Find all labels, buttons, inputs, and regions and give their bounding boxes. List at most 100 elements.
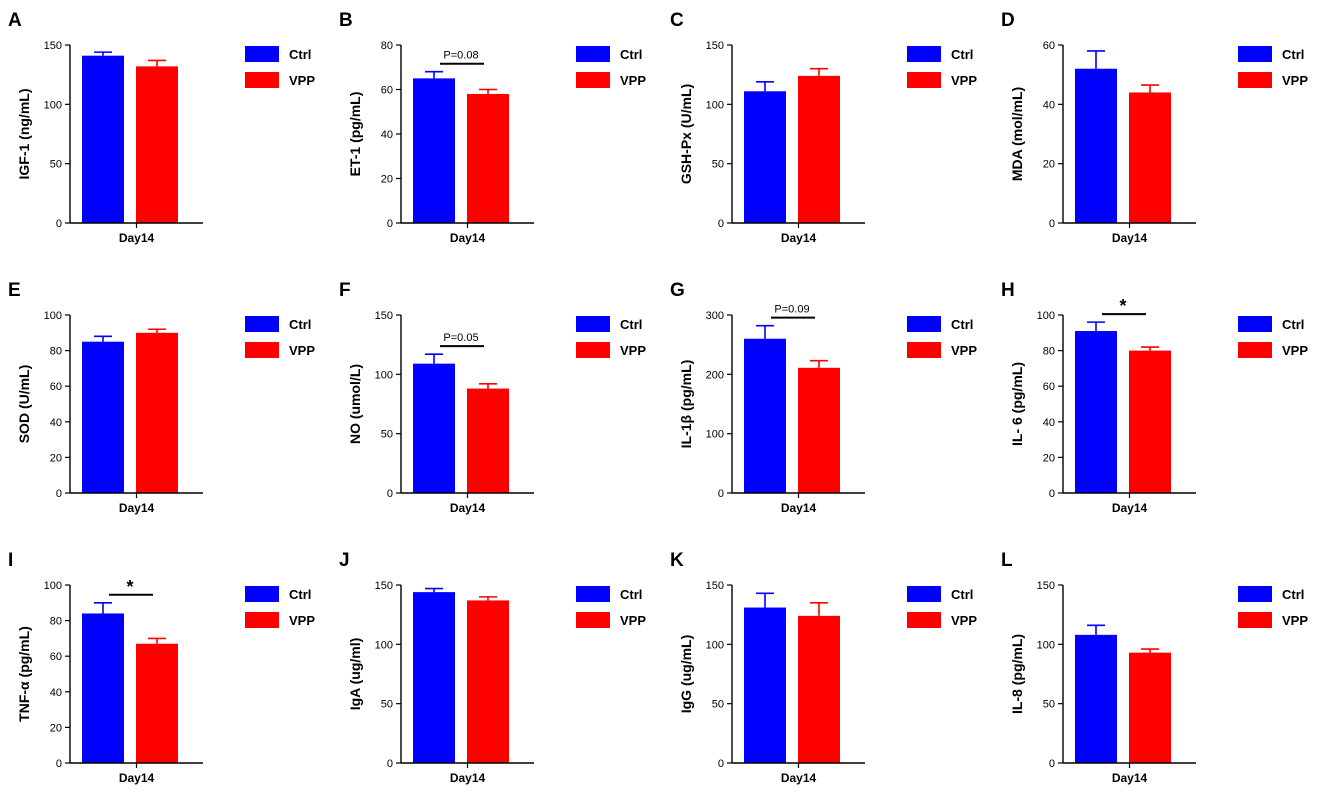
chart-panel-l: L IL-8 (pg/mL) 0 50 100 150 Day14 Ctrl VPP [1001, 550, 1308, 785]
y-axis-title: IgA (ug/ml) [347, 638, 363, 711]
legend-label-vpp: VPP [289, 343, 315, 358]
chart-panel-f: F NO (umol/L) 0 50 100 150 Day14 P=0.05 Ctrl VPP [339, 280, 646, 515]
x-tick-label: Day14 [1112, 771, 1148, 785]
y-tick-label: 0 [1049, 218, 1055, 230]
bar-ctrl [82, 341, 124, 493]
legend-swatch-vpp [576, 72, 610, 88]
y-tick-label: 0 [56, 758, 62, 770]
y-tick-label: 300 [706, 310, 724, 322]
bar-vpp [1129, 92, 1171, 223]
y-axis-title: TNF-α (pg/mL) [16, 626, 32, 722]
significance-annotation: P=0.08 [443, 50, 478, 62]
panel-label: C [670, 10, 684, 31]
bar-vpp [798, 75, 840, 223]
chart-panel-g: G IL-1β (pg/mL) 0 100 200 300 Day14 P=0.09 Ctrl V… [670, 280, 977, 515]
y-tick-label: 100 [706, 99, 724, 111]
y-tick-label: 100 [44, 99, 62, 111]
x-tick-label: Day14 [450, 231, 486, 245]
legend-swatch-ctrl [907, 316, 941, 332]
y-tick-label: 100 [44, 580, 62, 592]
legend-swatch-vpp [1238, 72, 1272, 88]
bar-ctrl [1075, 331, 1117, 493]
y-tick-label: 80 [50, 346, 62, 358]
panel-label: K [670, 550, 684, 571]
y-tick-label: 20 [1043, 452, 1055, 464]
bar-ctrl [744, 91, 786, 223]
bar-vpp [467, 600, 509, 763]
bar-vpp [136, 332, 178, 493]
y-tick-label: 150 [1037, 580, 1055, 592]
bar-ctrl [1075, 634, 1117, 763]
y-tick-label: 0 [1049, 758, 1055, 770]
legend-label-vpp: VPP [620, 613, 646, 628]
legend-swatch-vpp [907, 72, 941, 88]
chart-panel-b: B ET-1 (pg/mL) 0 20 40 60 80 Day14 P=0.08 Ctrl VPP [339, 10, 646, 245]
legend-label-ctrl: Ctrl [620, 47, 642, 62]
x-tick-label: Day14 [781, 771, 817, 785]
panel-label: G [670, 280, 685, 301]
y-tick-label: 150 [706, 580, 724, 592]
x-tick-label: Day14 [450, 501, 486, 515]
y-tick-label: 20 [50, 452, 62, 464]
y-tick-label: 100 [1037, 639, 1055, 651]
legend-label-vpp: VPP [1282, 73, 1308, 88]
legend-swatch-ctrl [1238, 46, 1272, 62]
y-axis-title: MDA (mol/mL) [1009, 87, 1025, 181]
y-tick-label: 150 [44, 40, 62, 52]
legend-label-ctrl: Ctrl [951, 47, 973, 62]
y-tick-label: 0 [387, 218, 393, 230]
legend-label-ctrl: Ctrl [951, 587, 973, 602]
x-tick-label: Day14 [781, 231, 817, 245]
panel-label: J [339, 550, 350, 571]
y-tick-label: 60 [1043, 40, 1055, 52]
legend-label-ctrl: Ctrl [289, 587, 311, 602]
significance-annotation: P=0.05 [443, 332, 478, 344]
y-tick-label: 20 [1043, 159, 1055, 171]
y-tick-label: 200 [706, 369, 724, 381]
bar-ctrl [82, 55, 124, 224]
y-tick-label: 100 [375, 369, 393, 381]
y-tick-label: 60 [50, 651, 62, 663]
legend-swatch-vpp [907, 342, 941, 358]
legend-swatch-vpp [576, 612, 610, 628]
y-tick-label: 80 [1043, 346, 1055, 358]
legend-swatch-vpp [245, 342, 279, 358]
bar-vpp [136, 643, 178, 763]
x-tick-label: Day14 [119, 501, 155, 515]
y-tick-label: 40 [50, 687, 62, 699]
bar-ctrl [413, 363, 455, 493]
y-tick-label: 100 [706, 429, 724, 441]
legend-label-vpp: VPP [289, 613, 315, 628]
y-tick-label: 100 [375, 639, 393, 651]
y-tick-label: 150 [706, 40, 724, 52]
panel-label: F [339, 280, 351, 301]
legend-swatch-ctrl [907, 586, 941, 602]
legend-swatch-ctrl [576, 586, 610, 602]
y-tick-label: 0 [1049, 488, 1055, 500]
chart-panel-e: E SOD (U/mL) 0 20 40 60 80 100 Day14 Ctrl VPP [8, 280, 315, 515]
significance-annotation: * [1119, 296, 1126, 316]
chart-panel-d: D MDA (mol/mL) 0 20 40 60 Day14 Ctrl VPP [1001, 10, 1308, 245]
x-tick-label: Day14 [119, 771, 155, 785]
legend-label-ctrl: Ctrl [1282, 587, 1304, 602]
y-tick-label: 0 [56, 488, 62, 500]
legend-label-ctrl: Ctrl [1282, 47, 1304, 62]
legend-label-ctrl: Ctrl [1282, 317, 1304, 332]
bar-vpp [467, 93, 509, 223]
y-tick-label: 100 [1037, 310, 1055, 322]
legend-swatch-ctrl [1238, 316, 1272, 332]
panel-label: H [1001, 280, 1015, 301]
legend-label-vpp: VPP [951, 343, 977, 358]
y-tick-label: 60 [381, 85, 393, 97]
y-tick-label: 0 [718, 488, 724, 500]
legend-swatch-ctrl [245, 586, 279, 602]
x-tick-label: Day14 [119, 231, 155, 245]
chart-panel-j: J IgA (ug/ml) 0 50 100 150 Day14 Ctrl VPP [339, 550, 646, 785]
bar-ctrl [744, 607, 786, 763]
x-tick-label: Day14 [1112, 501, 1148, 515]
y-axis-title: SOD (U/mL) [16, 365, 32, 444]
y-tick-label: 50 [381, 429, 393, 441]
y-axis-title: IL-1β (pg/mL) [678, 360, 694, 449]
chart-panel-i: I TNF-α (pg/mL) 0 20 40 60 80 100 Day14 * Ctrl VPP [8, 550, 315, 785]
panel-label: I [8, 550, 13, 571]
